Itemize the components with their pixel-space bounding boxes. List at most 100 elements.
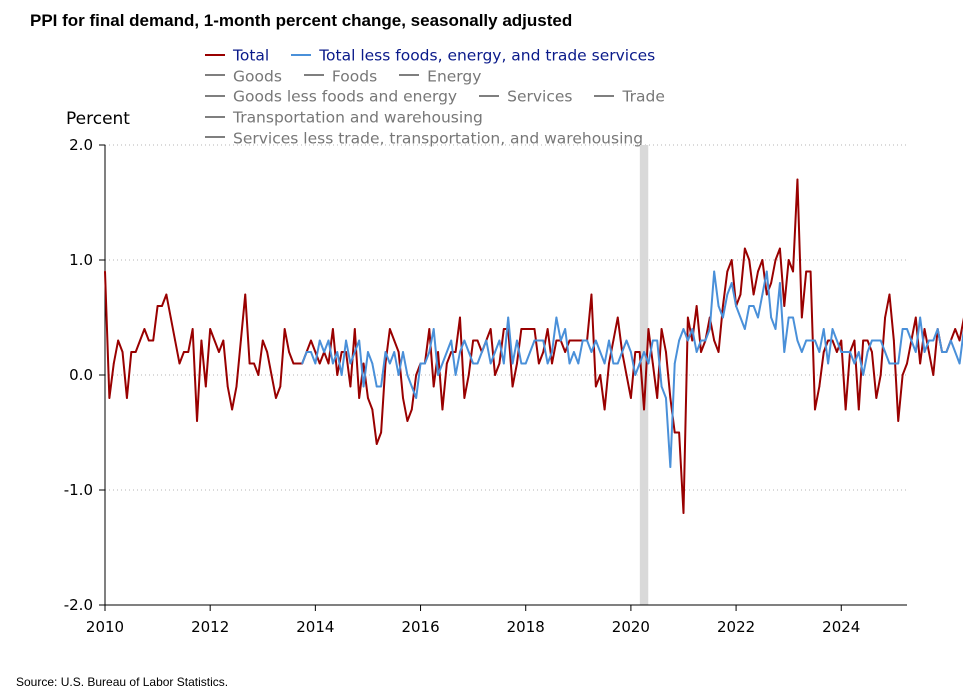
data-point [467, 374, 470, 376]
legend-item[interactable]: Energy [399, 66, 481, 87]
data-point [783, 351, 786, 353]
data-point [770, 282, 773, 284]
data-point [739, 316, 742, 319]
data-point [419, 362, 422, 365]
data-point [296, 362, 299, 365]
data-point [796, 178, 799, 181]
data-point [476, 339, 479, 342]
data-point [187, 351, 190, 353]
legend-swatch [291, 53, 312, 56]
data-point [239, 339, 242, 342]
data-point [919, 316, 922, 319]
recession-band [639, 145, 649, 605]
recession-band-layer [639, 145, 649, 605]
data-point [665, 351, 667, 353]
data-point [949, 339, 952, 342]
data-point [226, 385, 229, 388]
legend-item[interactable]: Services [479, 86, 572, 107]
legend-item[interactable]: Total less foods, energy, and trade serv… [291, 45, 655, 66]
data-point [634, 351, 637, 353]
data-point [708, 328, 711, 330]
data-point [599, 351, 602, 353]
data-point [367, 351, 369, 353]
data-point [835, 339, 838, 342]
data-point [822, 328, 825, 330]
data-point [748, 305, 751, 307]
data-point [156, 305, 159, 307]
x-tick-label: 2010 [86, 618, 124, 636]
legend-item[interactable]: Foods [303, 66, 377, 87]
y-tick-label: -1.0 [64, 481, 93, 499]
data-point [608, 339, 610, 342]
data-point [529, 351, 532, 353]
data-point [695, 305, 698, 307]
data-point [218, 351, 220, 353]
data-point [814, 339, 816, 342]
data-point [686, 316, 689, 319]
data-point [594, 385, 597, 388]
data-point [507, 316, 510, 319]
legend-item[interactable]: Services less trade, transportation, and… [205, 128, 643, 149]
grid-lines [105, 144, 907, 491]
x-tick-label: 2014 [296, 618, 334, 636]
data-point [402, 397, 404, 399]
data-point [323, 351, 326, 353]
data-point [660, 385, 663, 388]
data-point [577, 339, 580, 342]
data-point [831, 328, 834, 330]
legend-item[interactable]: Total [205, 45, 269, 66]
data-point [406, 374, 409, 376]
data-point [174, 339, 177, 342]
legend-label: Trade [622, 87, 665, 106]
legend-swatch [205, 115, 225, 118]
data-point [559, 339, 562, 342]
data-point [638, 362, 641, 365]
data-point [485, 339, 488, 342]
series-0 [104, 178, 963, 514]
data-point [761, 259, 764, 261]
data-point [660, 328, 663, 330]
data-point [546, 362, 549, 365]
data-point [643, 408, 645, 411]
data-point [656, 397, 659, 399]
data-point [494, 351, 496, 353]
data-point [502, 328, 505, 330]
data-point [537, 362, 540, 365]
data-point [551, 351, 553, 353]
data-point [625, 339, 628, 342]
legend-item[interactable]: Goods less foods and energy [205, 86, 457, 107]
data-point [533, 339, 536, 342]
series-1 [301, 270, 963, 468]
data-point [822, 351, 825, 353]
data-point [358, 397, 361, 399]
data-point [147, 339, 150, 342]
data-point [516, 339, 518, 342]
legend-swatch [205, 136, 225, 139]
data-point [480, 351, 483, 353]
data-point [669, 466, 672, 468]
legend-label: Total less foods, energy, and trade serv… [319, 46, 656, 65]
data-point [634, 374, 637, 376]
legend-row: Total Total less foods, energy, and trade… [205, 45, 687, 66]
y-tick-label: 1.0 [69, 251, 93, 269]
data-point [288, 351, 290, 353]
legend-item[interactable]: Trade [594, 86, 665, 107]
data-point [375, 385, 378, 388]
legend-row: Transportation and warehousing [205, 107, 687, 128]
data-point [936, 328, 939, 330]
legend-swatch [205, 74, 225, 77]
data-point [897, 420, 900, 422]
data-point [752, 293, 755, 296]
data-point [787, 259, 790, 261]
y-tick-label: 2.0 [69, 136, 93, 154]
data-point [735, 305, 737, 307]
data-point [612, 339, 615, 342]
data-point [673, 431, 676, 434]
legend-item[interactable]: Goods [205, 66, 282, 87]
legend-item[interactable]: Transportation and warehousing [205, 107, 483, 128]
data-point [875, 397, 878, 399]
data-point [608, 362, 610, 365]
data-point [555, 316, 558, 319]
data-point [432, 385, 435, 388]
data-point [134, 351, 137, 353]
